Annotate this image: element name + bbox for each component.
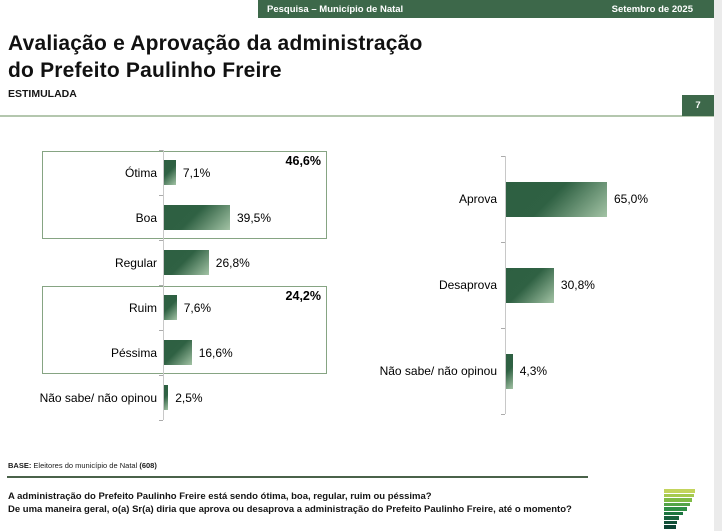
page-number-badge: 7	[682, 95, 714, 116]
group-box: 24,2%	[42, 286, 327, 374]
axis-tick	[159, 375, 163, 376]
company-logo-icon	[664, 489, 695, 529]
subtitle: ESTIMULADA	[8, 88, 77, 100]
logo-bar	[664, 498, 692, 502]
chart-row: Ruim 7,6%	[0, 285, 345, 330]
chart-row: Não sabe/ não opinou 4,3%	[350, 328, 714, 414]
chart-row: Aprova 65,0%	[350, 156, 714, 242]
survey-questions: A administração do Prefeito Paulinho Fre…	[8, 490, 658, 516]
category-axis	[505, 156, 506, 414]
category-label: Péssima	[110, 345, 157, 360]
axis-tick	[159, 150, 163, 151]
axis-tick	[159, 330, 163, 331]
value-label: 65,0%	[614, 192, 649, 206]
logo-bar	[664, 520, 677, 524]
axis-tick	[501, 328, 505, 329]
page-title: Avaliação e Aprovação da administração d…	[8, 30, 568, 84]
window-edge-strip	[714, 0, 722, 531]
header-bar: Pesquisa – Município de Natal Setembro d…	[258, 0, 714, 18]
category-axis	[163, 150, 164, 420]
logo-bar	[664, 493, 694, 497]
axis-tick	[501, 242, 505, 243]
value-label: 26,8%	[215, 255, 250, 270]
category-label: Boa	[135, 210, 157, 225]
base-label: BASE:	[8, 461, 32, 470]
evaluation-bar-chart: 46,6% 24,2% Ótima 7,1% Boa 39,5% Regular 26,8% R…	[0, 150, 345, 421]
value-label: 39,5%	[237, 210, 272, 225]
category-label: Não sabe/ não opinou	[379, 364, 497, 378]
value-label: 7,6%	[183, 300, 212, 315]
title-block: Avaliação e Aprovação da administração d…	[8, 30, 568, 100]
data-bar	[164, 250, 209, 275]
question-1: A administração do Prefeito Paulinho Fre…	[8, 491, 432, 502]
value-label: 4,3%	[519, 364, 548, 378]
logo-bar	[664, 525, 676, 529]
group-box: 46,6%	[42, 151, 327, 239]
data-bar	[164, 295, 177, 320]
footer-divider	[7, 476, 588, 478]
chart-row: Ótima 7,1%	[0, 150, 345, 195]
logo-bar	[664, 516, 679, 520]
data-bar	[506, 181, 607, 217]
value-label: 7,1%	[182, 165, 211, 180]
axis-tick	[159, 240, 163, 241]
base-count: (608)	[139, 461, 157, 470]
group-total-label: 46,6%	[285, 154, 321, 168]
data-bar	[164, 160, 176, 185]
title-divider	[0, 115, 714, 117]
category-label: Regular	[114, 255, 157, 270]
approval-bar-chart: Aprova 65,0% Desaprova 30,8% Não sabe/ não o…	[350, 156, 714, 415]
value-label: 30,8%	[560, 278, 595, 292]
axis-tick	[501, 414, 505, 415]
value-label: 16,6%	[198, 345, 233, 360]
page-title-line2: do Prefeito Paulinho Freire	[8, 59, 282, 82]
axis-tick	[501, 156, 505, 157]
logo-bar	[664, 489, 695, 493]
page-title-line1: Avaliação e Aprovação da administração	[8, 32, 423, 55]
chart-row: Péssima 16,6%	[0, 330, 345, 375]
data-bar	[164, 385, 169, 410]
category-label: Aprova	[458, 192, 497, 206]
header-survey-title: Pesquisa – Município de Natal	[267, 3, 404, 15]
chart-row: Não sabe/ não opinou 2,5%	[0, 375, 345, 420]
logo-bar	[664, 502, 690, 506]
category-label: Não sabe/ não opinou	[39, 390, 157, 405]
category-label: Ruim	[128, 300, 157, 315]
category-label: Ótima	[124, 165, 157, 180]
axis-tick	[159, 195, 163, 196]
data-bar	[506, 267, 554, 303]
value-label: 2,5%	[175, 390, 203, 405]
axis-tick	[159, 420, 163, 421]
category-label: Desaprova	[438, 278, 497, 292]
data-bar	[506, 353, 513, 389]
base-text: Eleitores do município de Natal	[31, 461, 140, 470]
data-bar	[164, 340, 192, 365]
base-note: BASE: Eleitores do município de Natal (6…	[8, 461, 157, 470]
logo-bar	[664, 511, 683, 515]
logo-bar	[664, 507, 687, 511]
chart-row: Desaprova 30,8%	[350, 242, 714, 328]
header-date: Setembro de 2025	[611, 3, 693, 15]
group-total-label: 24,2%	[285, 289, 321, 303]
data-bar	[164, 205, 230, 230]
axis-tick	[159, 285, 163, 286]
question-2: De uma maneira geral, o(a) Sr(a) diria q…	[8, 504, 572, 515]
chart-row: Boa 39,5%	[0, 195, 345, 240]
chart-row: Regular 26,8%	[0, 240, 345, 285]
